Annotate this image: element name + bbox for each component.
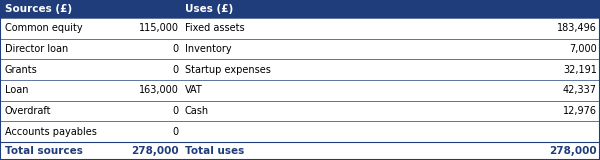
Text: 115,000: 115,000: [139, 23, 179, 33]
Text: 0: 0: [173, 44, 179, 54]
Text: 0: 0: [173, 106, 179, 116]
Text: Total uses: Total uses: [185, 146, 244, 156]
Text: Common equity: Common equity: [5, 23, 82, 33]
Text: 12,976: 12,976: [563, 106, 597, 116]
Text: Fixed assets: Fixed assets: [185, 23, 244, 33]
Text: Overdraft: Overdraft: [5, 106, 52, 116]
Text: Loan: Loan: [5, 85, 28, 95]
Text: 0: 0: [173, 127, 179, 137]
Text: Startup expenses: Startup expenses: [185, 65, 271, 75]
Text: 183,496: 183,496: [557, 23, 597, 33]
Text: 278,000: 278,000: [131, 146, 179, 156]
Text: Director loan: Director loan: [5, 44, 68, 54]
Text: Cash: Cash: [185, 106, 209, 116]
Text: VAT: VAT: [185, 85, 203, 95]
Text: Grants: Grants: [5, 65, 38, 75]
Text: Total sources: Total sources: [5, 146, 83, 156]
Text: 278,000: 278,000: [550, 146, 597, 156]
Text: Sources (£): Sources (£): [5, 4, 72, 14]
Text: Uses (£): Uses (£): [185, 4, 233, 14]
FancyBboxPatch shape: [0, 0, 600, 18]
Text: Inventory: Inventory: [185, 44, 232, 54]
Text: 42,337: 42,337: [563, 85, 597, 95]
Text: Accounts payables: Accounts payables: [5, 127, 97, 137]
Text: 7,000: 7,000: [569, 44, 597, 54]
Text: 32,191: 32,191: [563, 65, 597, 75]
Text: 0: 0: [173, 65, 179, 75]
Text: 163,000: 163,000: [139, 85, 179, 95]
